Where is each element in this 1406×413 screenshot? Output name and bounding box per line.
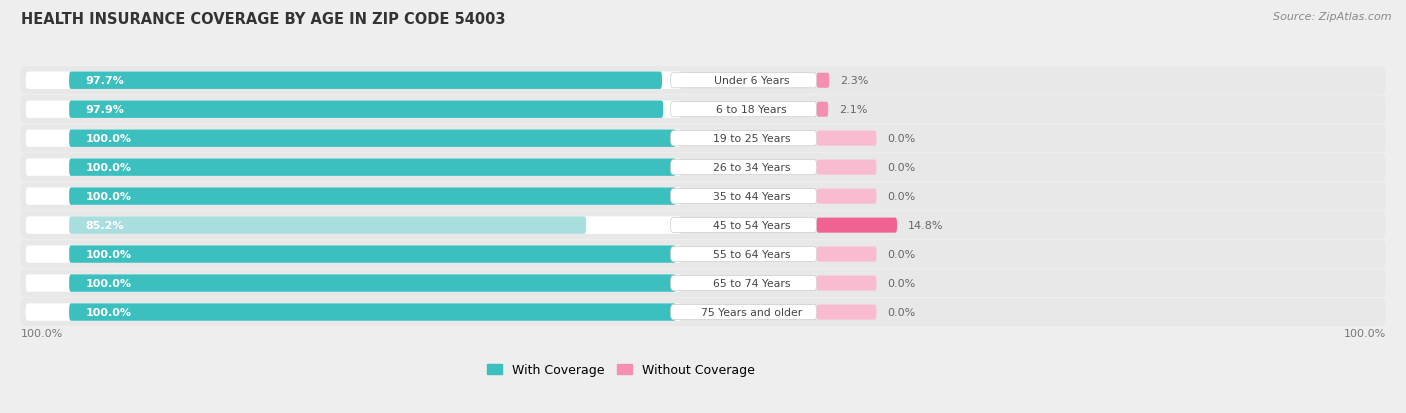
FancyBboxPatch shape (21, 270, 1385, 297)
FancyBboxPatch shape (25, 246, 682, 263)
FancyBboxPatch shape (671, 131, 817, 146)
Text: 45 to 54 Years: 45 to 54 Years (713, 221, 790, 230)
FancyBboxPatch shape (25, 275, 682, 292)
FancyBboxPatch shape (25, 101, 682, 119)
FancyBboxPatch shape (671, 305, 817, 320)
FancyBboxPatch shape (25, 159, 682, 176)
FancyBboxPatch shape (21, 125, 1385, 153)
Text: 100.0%: 100.0% (86, 192, 131, 202)
FancyBboxPatch shape (69, 275, 676, 292)
Text: 0.0%: 0.0% (887, 249, 915, 259)
FancyBboxPatch shape (69, 246, 676, 263)
Text: 14.8%: 14.8% (908, 221, 943, 230)
FancyBboxPatch shape (671, 160, 817, 175)
Text: Under 6 Years: Under 6 Years (714, 76, 790, 86)
Text: 35 to 44 Years: 35 to 44 Years (713, 192, 790, 202)
Text: 26 to 34 Years: 26 to 34 Years (713, 163, 790, 173)
FancyBboxPatch shape (21, 154, 1385, 182)
FancyBboxPatch shape (817, 276, 876, 291)
Text: 100.0%: 100.0% (86, 134, 131, 144)
FancyBboxPatch shape (21, 241, 1385, 268)
Legend: With Coverage, Without Coverage: With Coverage, Without Coverage (486, 363, 755, 376)
Text: 100.0%: 100.0% (1343, 328, 1385, 338)
FancyBboxPatch shape (671, 189, 817, 204)
Text: 0.0%: 0.0% (887, 278, 915, 288)
FancyBboxPatch shape (817, 189, 876, 204)
Text: 100.0%: 100.0% (86, 249, 131, 259)
Text: 97.7%: 97.7% (86, 76, 124, 86)
Text: 100.0%: 100.0% (21, 328, 63, 338)
FancyBboxPatch shape (817, 131, 876, 146)
FancyBboxPatch shape (69, 188, 676, 205)
Text: 65 to 74 Years: 65 to 74 Years (713, 278, 790, 288)
FancyBboxPatch shape (21, 96, 1385, 124)
FancyBboxPatch shape (817, 247, 876, 262)
FancyBboxPatch shape (69, 72, 662, 90)
FancyBboxPatch shape (671, 276, 817, 291)
FancyBboxPatch shape (69, 304, 676, 321)
FancyBboxPatch shape (69, 130, 676, 147)
FancyBboxPatch shape (671, 247, 817, 262)
FancyBboxPatch shape (21, 183, 1385, 211)
FancyBboxPatch shape (817, 74, 830, 88)
FancyBboxPatch shape (21, 67, 1385, 95)
Text: 0.0%: 0.0% (887, 192, 915, 202)
Text: 97.9%: 97.9% (86, 105, 124, 115)
Text: 75 Years and older: 75 Years and older (702, 307, 803, 317)
FancyBboxPatch shape (817, 218, 897, 233)
FancyBboxPatch shape (671, 218, 817, 233)
FancyBboxPatch shape (817, 160, 876, 175)
FancyBboxPatch shape (25, 217, 682, 234)
Text: 0.0%: 0.0% (887, 163, 915, 173)
FancyBboxPatch shape (25, 304, 682, 321)
FancyBboxPatch shape (69, 101, 664, 119)
Text: 2.1%: 2.1% (839, 105, 868, 115)
Text: 0.0%: 0.0% (887, 307, 915, 317)
FancyBboxPatch shape (25, 130, 682, 147)
Text: 0.0%: 0.0% (887, 134, 915, 144)
Text: 19 to 25 Years: 19 to 25 Years (713, 134, 790, 144)
FancyBboxPatch shape (25, 72, 682, 90)
Text: 2.3%: 2.3% (839, 76, 869, 86)
Text: 6 to 18 Years: 6 to 18 Years (717, 105, 787, 115)
FancyBboxPatch shape (25, 188, 682, 205)
FancyBboxPatch shape (817, 102, 828, 117)
Text: Source: ZipAtlas.com: Source: ZipAtlas.com (1274, 12, 1392, 22)
FancyBboxPatch shape (69, 159, 676, 176)
FancyBboxPatch shape (671, 74, 817, 88)
Text: 100.0%: 100.0% (86, 307, 131, 317)
Text: 85.2%: 85.2% (86, 221, 124, 230)
FancyBboxPatch shape (817, 305, 876, 320)
Text: 55 to 64 Years: 55 to 64 Years (713, 249, 790, 259)
FancyBboxPatch shape (69, 217, 586, 234)
Text: 100.0%: 100.0% (86, 163, 131, 173)
FancyBboxPatch shape (671, 102, 817, 117)
Text: HEALTH INSURANCE COVERAGE BY AGE IN ZIP CODE 54003: HEALTH INSURANCE COVERAGE BY AGE IN ZIP … (21, 12, 506, 27)
FancyBboxPatch shape (21, 299, 1385, 326)
Text: 100.0%: 100.0% (86, 278, 131, 288)
FancyBboxPatch shape (21, 212, 1385, 240)
